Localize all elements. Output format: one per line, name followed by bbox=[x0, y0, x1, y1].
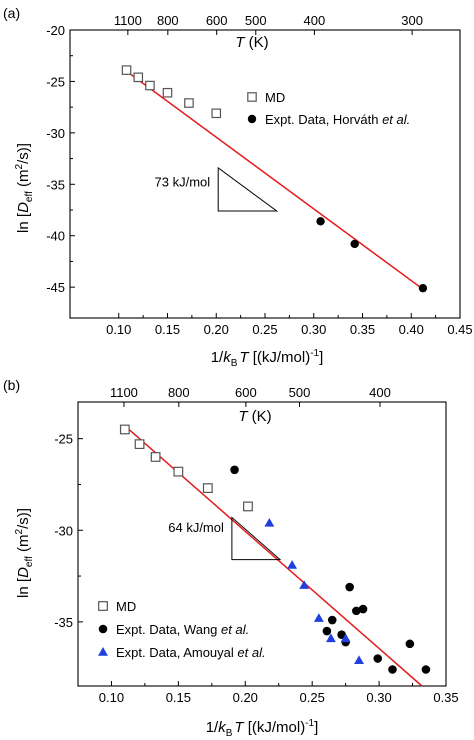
y-tick-label-b: -35 bbox=[54, 615, 73, 630]
data-point-b-s1 bbox=[352, 606, 361, 616]
data-point-b-s2 bbox=[299, 580, 310, 589]
data-point-b-s2 bbox=[313, 613, 324, 622]
x-tick-label-b: 0.35 bbox=[433, 690, 458, 705]
legend-marker-a bbox=[247, 114, 257, 124]
legend-marker-b bbox=[98, 647, 108, 656]
x-tick-label-a: 0.25 bbox=[252, 322, 277, 337]
data-point-b-s1 bbox=[345, 582, 354, 592]
data-point-a-s1 bbox=[418, 283, 428, 293]
data-point-b-s1 bbox=[322, 626, 332, 636]
data-point-a-s0 bbox=[121, 65, 132, 75]
legend-label-a: MD bbox=[265, 90, 285, 105]
data-point-a-s0 bbox=[162, 87, 173, 98]
data-point-a-s0 bbox=[133, 72, 144, 83]
legend-marker-b bbox=[98, 624, 108, 634]
data-point-b-s2 bbox=[340, 633, 351, 643]
data-point-b-s1 bbox=[230, 465, 239, 475]
x-tick-label-a: 0.40 bbox=[399, 322, 424, 337]
top-tick-label-a: 600 bbox=[206, 13, 228, 28]
data-point-a-s0 bbox=[145, 80, 155, 91]
data-point-b-s1 bbox=[388, 665, 397, 674]
panel-b: (b) ln [Deff (m2/s)] 1/kB T [(kJ/mol)-1] … bbox=[3, 377, 459, 739]
y-tick-label-a: -45 bbox=[46, 280, 65, 295]
x-tick-label-a: 0.30 bbox=[301, 322, 326, 337]
x-tick-label-a: 0.15 bbox=[155, 322, 180, 337]
y-tick-label-a: -20 bbox=[46, 23, 65, 38]
data-point-a-s1 bbox=[316, 217, 325, 226]
y-tick-label-b: -30 bbox=[54, 523, 73, 538]
data-point-b-s0 bbox=[119, 424, 130, 435]
data-point-b-s0 bbox=[173, 466, 184, 477]
top-tick-label-b: 1100 bbox=[110, 385, 138, 400]
y-tick-label-a: -35 bbox=[46, 177, 65, 192]
slope-triangle-b bbox=[231, 516, 282, 561]
x-tick-label-b: 0.25 bbox=[300, 690, 325, 705]
data-point-b-s1 bbox=[421, 665, 431, 674]
data-point-a-s0 bbox=[184, 98, 194, 108]
fit-line-a bbox=[123, 68, 424, 290]
data-point-b-s2 bbox=[287, 560, 298, 569]
panel-label-b: (b) bbox=[3, 377, 20, 393]
legend-marker-a bbox=[247, 92, 257, 102]
y-tick-label-a: -40 bbox=[46, 229, 65, 244]
data-point-b-s2 bbox=[354, 655, 364, 665]
data-point-a-s0 bbox=[211, 108, 222, 119]
legend-marker-b bbox=[98, 601, 108, 611]
top-tick-label-a: 500 bbox=[245, 13, 267, 28]
x-tick-label-b: 0.10 bbox=[99, 690, 124, 705]
data-point-b-s0 bbox=[134, 439, 145, 450]
x-tick-label-a: 0.45 bbox=[447, 322, 472, 337]
top-tick-label-a: 1100 bbox=[114, 13, 142, 28]
panel-label-a: (a) bbox=[3, 5, 20, 21]
top-tick-label-b: 500 bbox=[289, 385, 311, 400]
data-point-a-s1 bbox=[350, 239, 359, 249]
data-point-b-s2 bbox=[264, 517, 275, 527]
y-tick-label-a: -30 bbox=[46, 126, 65, 141]
panel-a: (a) ln [Deff (m2/s)] 1/kB T [(kJ/mol)-1] … bbox=[3, 5, 473, 369]
top-axis-title-a: T (K) bbox=[235, 34, 268, 51]
y-axis-label-a: ln [Deff (m2/s)] bbox=[14, 143, 35, 233]
y-tick-label-b: -25 bbox=[54, 432, 73, 447]
top-axis-title-b: T (K) bbox=[238, 408, 271, 425]
legend-label-a: Expt. Data, Horváth et al. bbox=[265, 112, 410, 127]
top-tick-label-a: 400 bbox=[304, 13, 326, 28]
top-tick-label-b: 800 bbox=[168, 385, 190, 400]
x-tick-label-b: 0.20 bbox=[233, 690, 258, 705]
data-point-b-s0 bbox=[243, 501, 253, 512]
data-point-b-s1 bbox=[373, 654, 383, 663]
data-point-b-s2 bbox=[325, 633, 336, 643]
slope-annotation-a: 73 kJ/mol bbox=[155, 174, 211, 189]
slope-triangle-a bbox=[217, 166, 279, 212]
data-point-b-s1 bbox=[358, 604, 368, 614]
data-point-b-s1 bbox=[327, 615, 337, 625]
y-axis-label-b: ln [Deff (m2/s)] bbox=[14, 508, 35, 598]
top-tick-label-a: 300 bbox=[401, 13, 423, 28]
legend-label-b: MD bbox=[116, 599, 136, 614]
top-tick-label-b: 400 bbox=[369, 385, 391, 400]
plot-frame-b bbox=[77, 401, 447, 687]
data-point-b-s0 bbox=[202, 483, 213, 494]
x-tick-label-a: 0.20 bbox=[204, 322, 229, 337]
x-tick-label-a: 0.35 bbox=[350, 322, 375, 337]
legend-label-b: Expt. Data, Wang et al. bbox=[116, 622, 249, 637]
y-tick-label-a: -25 bbox=[46, 74, 65, 89]
data-point-b-s1 bbox=[405, 639, 415, 649]
legend-label-b: Expt. Data, Amouyal et al. bbox=[116, 645, 266, 660]
top-tick-label-a: 800 bbox=[157, 13, 179, 28]
x-tick-label-a: 0.10 bbox=[106, 322, 131, 337]
slope-annotation-b: 64 kJ/mol bbox=[168, 520, 224, 535]
x-axis-label-b: 1/kB T [(kJ/mol)-1] bbox=[206, 718, 319, 739]
x-tick-label-b: 0.15 bbox=[166, 690, 191, 705]
x-axis-label-a: 1/kB T [(kJ/mol)-1] bbox=[211, 348, 324, 369]
x-tick-label-b: 0.30 bbox=[366, 690, 391, 705]
top-tick-label-b: 600 bbox=[235, 385, 257, 400]
data-point-b-s0 bbox=[150, 452, 161, 462]
